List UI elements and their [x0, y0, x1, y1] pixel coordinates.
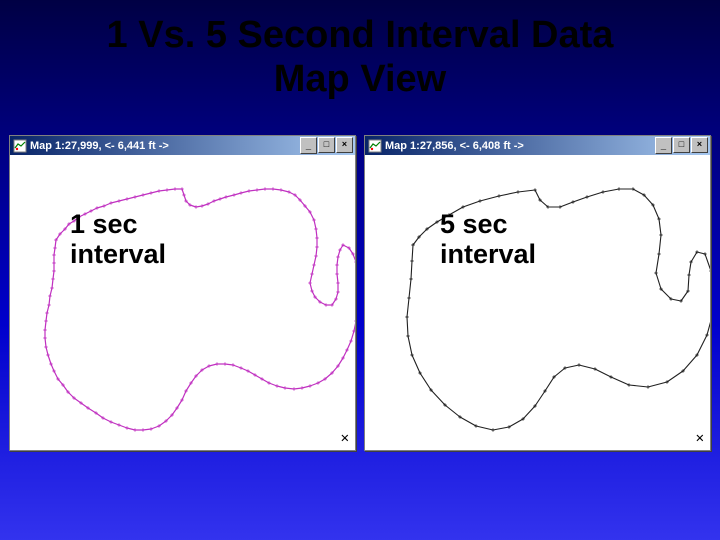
titlebar-right[interactable]: Map 1:27,856, <- 6,408 ft -> _ □ ×: [365, 136, 710, 155]
boundary-outline-left: [10, 155, 355, 450]
app-icon: [367, 138, 382, 153]
label-right-line1: 5 sec: [440, 210, 536, 240]
titlebar-left[interactable]: Map 1:27,999, <- 6,441 ft -> _ □ ×: [10, 136, 355, 155]
label-left-line2: interval: [70, 240, 166, 270]
cursor-icon: ✕: [696, 430, 704, 446]
map-window-right: Map 1:27,856, <- 6,408 ft -> _ □ × 5 sec…: [364, 135, 711, 451]
interval-label-right: 5 sec interval: [440, 210, 536, 269]
map-canvas-right[interactable]: 5 sec interval ✕: [365, 155, 710, 450]
close-button[interactable]: ×: [691, 137, 708, 153]
map-window-left: Map 1:27,999, <- 6,441 ft -> _ □ × 1 sec…: [9, 135, 356, 451]
app-icon: [12, 138, 27, 153]
cursor-icon: ✕: [341, 430, 349, 446]
window-title-left: Map 1:27,999, <- 6,441 ft ->: [30, 140, 300, 152]
label-right-line2: interval: [440, 240, 536, 270]
title-line2: Map View: [10, 58, 710, 102]
map-canvas-left[interactable]: 1 sec interval ✕: [10, 155, 355, 450]
window-controls-left: _ □ ×: [300, 137, 353, 154]
boundary-outline-right: [365, 155, 710, 450]
minimize-button[interactable]: _: [655, 137, 672, 154]
title-line1: 1 Vs. 5 Second Interval Data: [10, 14, 710, 58]
window-title-right: Map 1:27,856, <- 6,408 ft ->: [385, 140, 655, 152]
maximize-button[interactable]: □: [318, 137, 335, 153]
minimize-button[interactable]: _: [300, 137, 317, 154]
map-panels: Map 1:27,999, <- 6,441 ft -> _ □ × 1 sec…: [0, 135, 720, 451]
label-left-line1: 1 sec: [70, 210, 166, 240]
window-controls-right: _ □ ×: [655, 137, 708, 154]
slide-title: 1 Vs. 5 Second Interval Data Map View: [0, 0, 720, 107]
interval-label-left: 1 sec interval: [70, 210, 166, 269]
maximize-button[interactable]: □: [673, 137, 690, 153]
close-button[interactable]: ×: [336, 137, 353, 153]
